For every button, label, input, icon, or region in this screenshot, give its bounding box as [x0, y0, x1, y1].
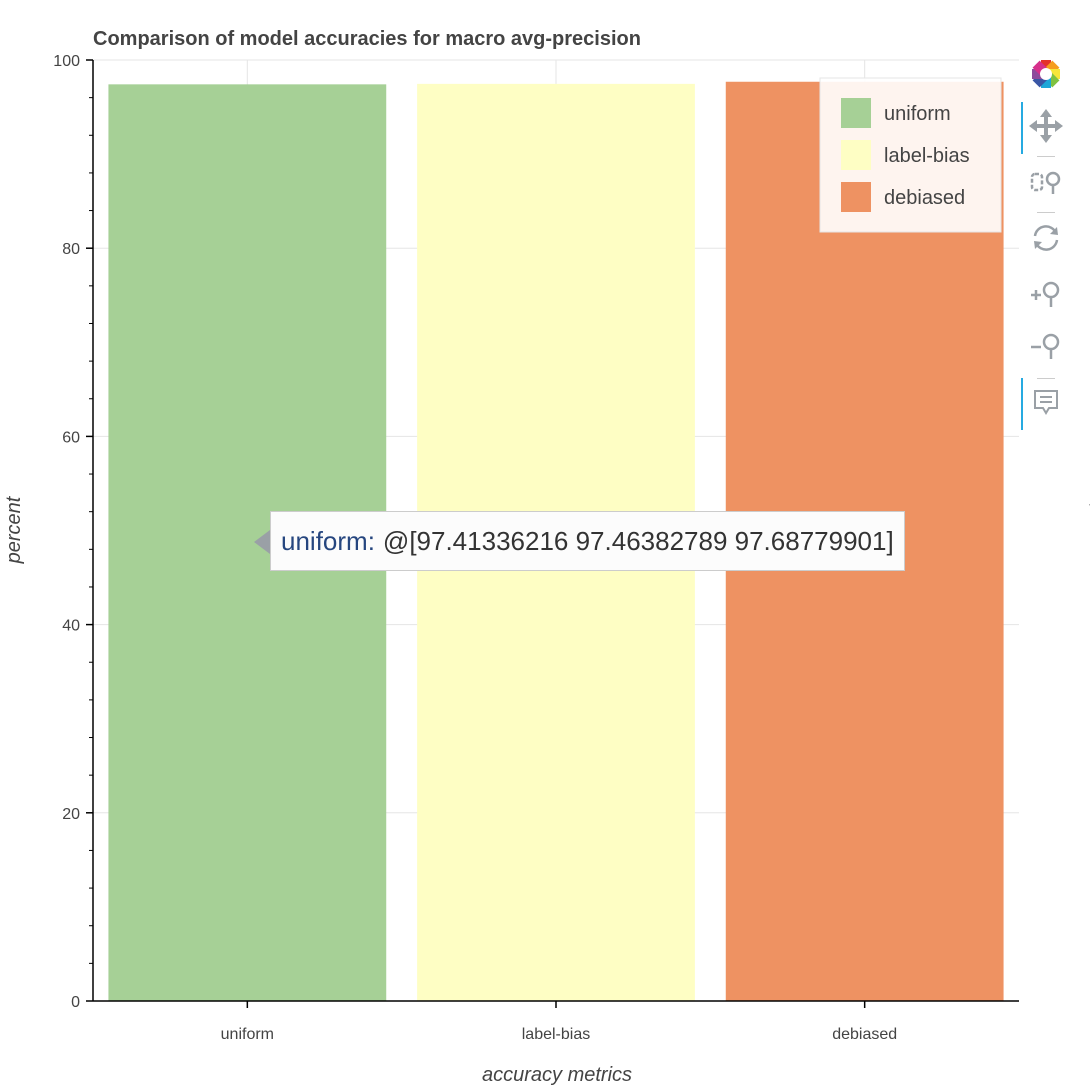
- bokeh-logo-icon: [1028, 56, 1064, 97]
- legend-label-label-bias: label-bias: [884, 145, 970, 167]
- pan-icon: [1029, 108, 1063, 148]
- legend: uniform label-bias debiased: [819, 77, 1002, 233]
- y-tick-label: 100: [53, 53, 80, 70]
- hover-tool-active-indicator: [1021, 378, 1023, 430]
- toolbar-separator: [1037, 378, 1055, 379]
- x-axis-label: accuracy metrics: [482, 1064, 632, 1086]
- hover-icon: [1031, 387, 1061, 422]
- chart-title: Comparison of model accuracies for macro…: [93, 28, 641, 50]
- toolbar-separator: [1037, 156, 1055, 157]
- zoom-out-icon: [1029, 329, 1063, 368]
- zoom-out-button[interactable]: [1024, 328, 1068, 368]
- legend-label-uniform: uniform: [884, 103, 951, 125]
- zoom-in-icon: [1029, 277, 1063, 316]
- hover-tool-button[interactable]: [1021, 378, 1068, 430]
- box-zoom-button[interactable]: [1024, 164, 1068, 204]
- tooltip-arrow: [254, 530, 270, 554]
- adjacent-plot-y-label-text: percent: [1086, 503, 1090, 570]
- hover-tooltip: uniform: @[97.41336216 97.46382789 97.68…: [270, 511, 905, 571]
- zoom-in-button[interactable]: [1024, 276, 1068, 316]
- y-tick-label: 40: [62, 618, 80, 635]
- tooltip-key: uniform:: [281, 525, 375, 556]
- legend-swatch-debiased: [841, 182, 871, 212]
- y-tick-label: 80: [62, 241, 80, 258]
- box-zoom-icon: [1029, 165, 1063, 204]
- y-tick-label: 20: [62, 806, 80, 823]
- x-tick-label: debiased: [832, 1026, 897, 1043]
- tooltip-value: @[97.41336216 97.46382789 97.68779901]: [382, 525, 894, 556]
- reset-icon: [1029, 221, 1063, 260]
- x-tick-label: uniform: [221, 1026, 274, 1043]
- x-tick-label: label-bias: [522, 1026, 590, 1043]
- bokeh-logo: [1024, 56, 1068, 96]
- legend-swatch-label-bias: [841, 140, 871, 170]
- y-tick-label: 60: [62, 429, 80, 446]
- reset-button[interactable]: [1024, 220, 1068, 260]
- pan-tool-active-indicator: [1021, 102, 1023, 154]
- adjacent-plot-y-label: percent: [1076, 470, 1090, 580]
- toolbar: [1020, 52, 1074, 432]
- legend-swatch-uniform: [841, 98, 871, 128]
- y-axis-label: percent: [3, 495, 25, 564]
- pan-tool-button[interactable]: [1021, 102, 1068, 154]
- toolbar-separator: [1037, 212, 1055, 213]
- legend-label-debiased: debiased: [884, 187, 965, 209]
- y-tick-label: 0: [71, 994, 80, 1011]
- axes: 0 20 40 60 80 100 uniform label-bias debiased: [53, 53, 1019, 1043]
